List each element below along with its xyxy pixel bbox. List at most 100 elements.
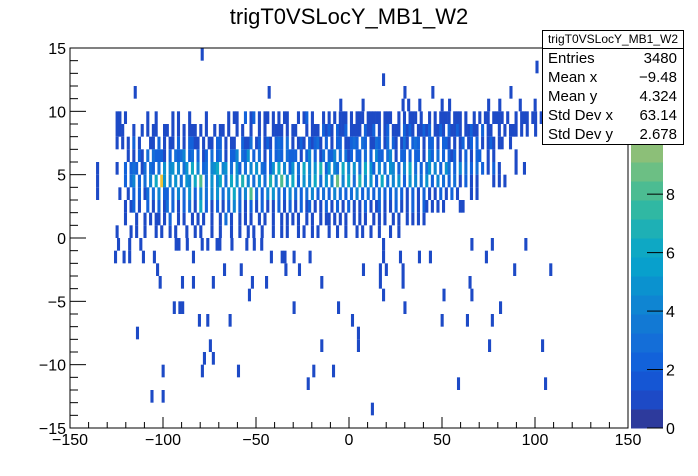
heatmap-cell: [370, 402, 374, 416]
heatmap-cell: [380, 149, 384, 162]
color-band: [631, 257, 663, 277]
heatmap-cell: [128, 238, 132, 251]
heatmap-cell: [121, 124, 125, 137]
heatmap-cell: [344, 212, 348, 226]
heatmap-cell: [320, 339, 324, 352]
heatmap-cell: [257, 149, 261, 162]
heatmap-cell: [508, 136, 513, 150]
heatmap-cell: [302, 136, 306, 150]
heatmap-cell: [514, 149, 518, 162]
heatmap-cell: [182, 149, 186, 162]
heatmap-cell: [422, 187, 426, 200]
x-tick-label: −100: [145, 432, 181, 449]
heatmap-cell: [151, 162, 155, 175]
heatmap-cell: [355, 124, 359, 137]
heatmap-cell: [115, 111, 119, 124]
heatmap-cell: [113, 250, 118, 264]
heatmap-cell: [383, 124, 387, 137]
heatmap-cell: [408, 124, 412, 137]
heatmap-cell: [402, 111, 407, 124]
heatmap-cell: [394, 124, 398, 137]
heatmap-cell: [115, 162, 119, 175]
heatmap-cell: [440, 314, 444, 327]
heatmap-cell: [135, 212, 139, 226]
heatmap-cells: [96, 48, 563, 416]
heatmap-cell: [193, 187, 197, 200]
heatmap-cell: [498, 98, 502, 112]
heatmap-cell: [96, 162, 100, 175]
heatmap-cell: [383, 162, 387, 175]
heatmap-cell: [316, 225, 320, 238]
heatmap-cell: [118, 111, 122, 124]
heatmap-cell: [204, 200, 208, 213]
heatmap-cell: [180, 276, 185, 289]
heatmap-cell: [433, 111, 437, 124]
heatmap-cell: [344, 136, 348, 150]
heatmap-cell: [391, 212, 395, 226]
heatmap-cell: [316, 187, 320, 200]
heatmap-cell: [210, 212, 214, 226]
heatmap-cell: [252, 111, 256, 124]
heatmap-cell: [235, 174, 239, 188]
heatmap-cell: [176, 187, 181, 200]
heatmap-cell: [436, 136, 440, 150]
y-tick-label: 10: [48, 104, 66, 121]
heatmap-cell: [252, 149, 256, 162]
heatmap-cell: [377, 212, 381, 226]
heatmap-cell: [513, 263, 517, 276]
heatmap-cell: [280, 225, 284, 238]
heatmap-cell: [257, 111, 261, 124]
heatmap-cell: [352, 212, 356, 226]
heatmap-cell: [465, 314, 469, 327]
heatmap-cell: [361, 136, 365, 150]
x-tick-label: −50: [242, 432, 269, 449]
heatmap-cell: [182, 124, 186, 137]
heatmap-cell: [216, 200, 220, 213]
heatmap-cell: [475, 187, 479, 200]
heatmap-cell: [361, 111, 365, 124]
color-band: [631, 333, 663, 353]
heatmap-cell: [157, 187, 161, 200]
heatmap-cell: [218, 136, 222, 150]
heatmap-cell: [316, 124, 320, 137]
heatmap-cell: [506, 111, 510, 124]
heatmap-cell: [305, 111, 309, 124]
heatmap-cell: [274, 136, 278, 150]
heatmap-cell: [327, 225, 331, 238]
heatmap-cell: [369, 136, 373, 150]
heatmap-cell: [224, 136, 228, 150]
heatmap-cell: [174, 149, 178, 162]
heatmap-cell: [243, 149, 247, 162]
heatmap-cell: [388, 149, 393, 162]
color-band: [631, 352, 663, 372]
heatmap-cell: [453, 149, 457, 162]
y-tick-label: −15: [39, 421, 66, 438]
heatmap-cell: [335, 162, 340, 175]
color-band: [631, 162, 663, 182]
heatmap-cell: [213, 162, 217, 175]
heatmap-cell: [191, 276, 196, 289]
heatmap-cell: [475, 124, 479, 137]
heatmap-cell: [149, 162, 153, 175]
color-band: [631, 143, 663, 163]
heatmap-cell: [411, 187, 415, 200]
stats-row-entries: Entries 3480: [543, 49, 683, 68]
heatmap-cell: [356, 339, 360, 352]
heatmap-cell: [202, 212, 206, 226]
z-tick-label: 0: [666, 421, 675, 438]
heatmap-cell: [418, 98, 422, 112]
heatmap-cell: [361, 98, 365, 112]
y-tick-label: −5: [48, 294, 66, 311]
heatmap-cell: [352, 124, 356, 137]
heatmap-cell: [115, 136, 119, 150]
heatmap-cell: [288, 162, 292, 175]
heatmap-cell: [375, 136, 379, 150]
heatmap-cell: [182, 200, 186, 213]
heatmap-cell: [308, 174, 312, 188]
heatmap-cell: [440, 98, 444, 112]
heatmap-cell: [433, 187, 437, 200]
heatmap-cell: [503, 174, 507, 188]
heatmap-cell: [168, 149, 172, 162]
heatmap-cell: [419, 111, 423, 124]
heatmap-cell: [319, 200, 323, 213]
